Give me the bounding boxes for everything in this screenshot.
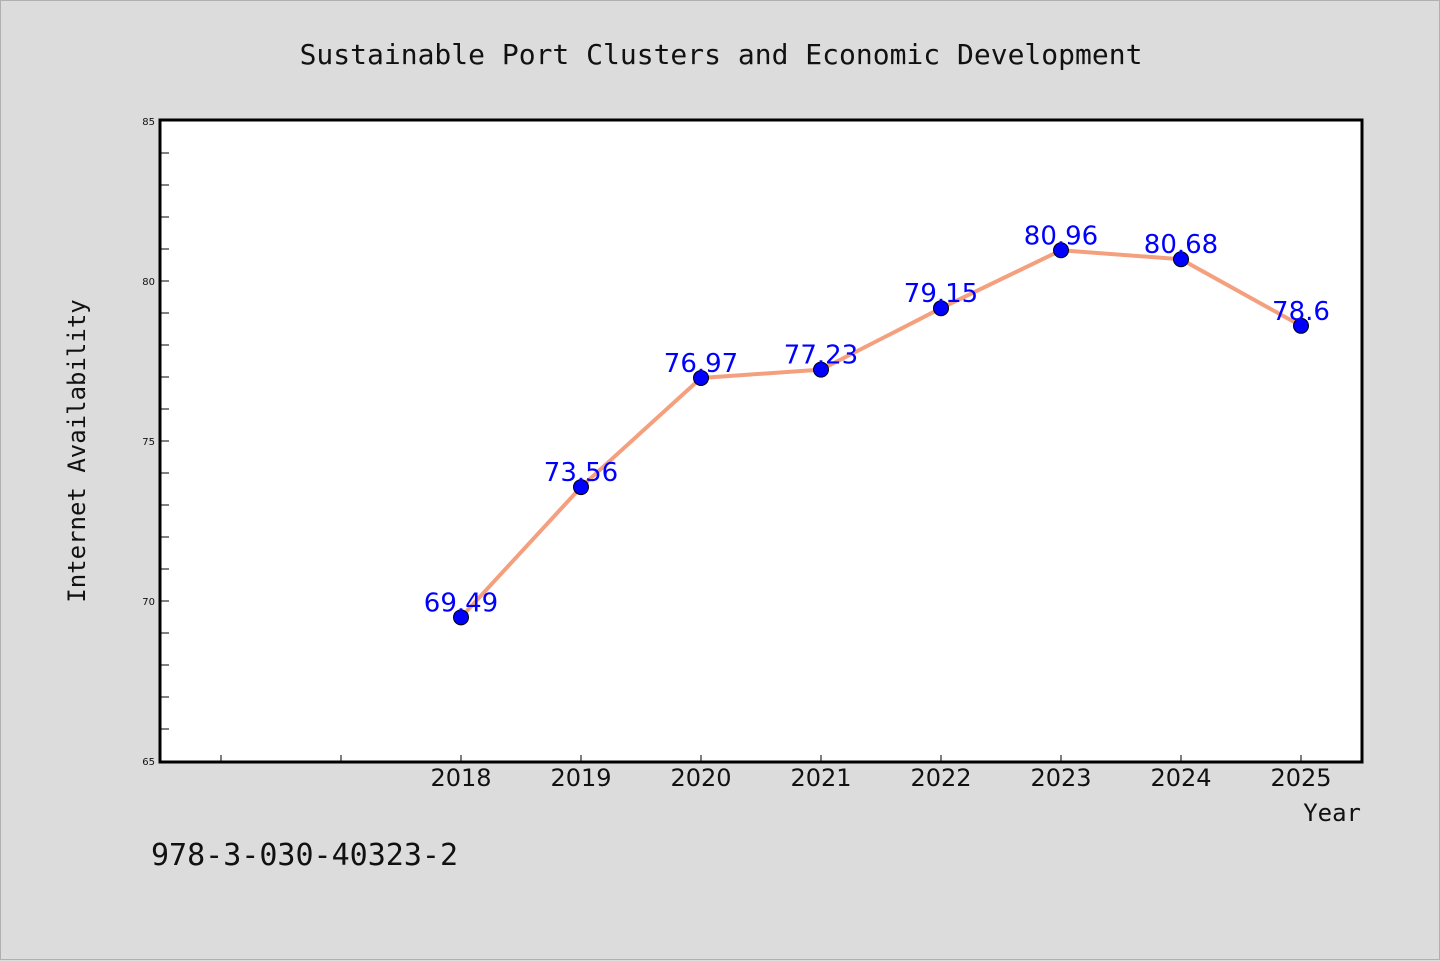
series-layer: 69.49 73.56 76.97 77.23 79.15 80.96 80.68 78.6 — [424, 221, 1330, 626]
x-tick-label: 2022 — [910, 764, 971, 792]
data-label: 80.68 — [1144, 230, 1218, 260]
data-point — [1173, 251, 1189, 268]
data-label: 73.56 — [544, 458, 618, 488]
x-axis-ticks: 2018 2019 2020 2021 2022 2023 2024 2025 — [220, 755, 1332, 792]
y-axis-ticks: 65 70 75 80 85 — [142, 117, 169, 768]
data-point — [933, 300, 949, 317]
data-point — [1053, 242, 1069, 259]
x-tick-label: 2025 — [1270, 764, 1331, 792]
data-point — [453, 609, 469, 626]
plot-area — [158, 118, 1364, 764]
x-tick-label: 2021 — [790, 764, 851, 792]
y-axis-label: Internet Availability — [63, 299, 91, 602]
x-axis-label: Year — [1303, 799, 1361, 827]
data-point — [813, 361, 829, 378]
data-label: 78.6 — [1272, 297, 1330, 327]
data-label: 69.49 — [424, 588, 498, 618]
x-tick-label: 2020 — [670, 764, 731, 792]
data-label: 79.15 — [904, 279, 978, 309]
series-line — [459, 248, 1303, 620]
data-point — [1293, 317, 1309, 334]
data-label: 80.96 — [1024, 221, 1098, 251]
chart-title: Sustainable Port Clusters and Economic D… — [300, 38, 1143, 71]
data-label: 76.97 — [664, 349, 738, 379]
y-tick-label: 85 — [142, 117, 155, 128]
y-tick-label: 80 — [142, 277, 155, 288]
x-tick-label: 2024 — [1150, 764, 1211, 792]
data-label: 77.23 — [784, 341, 858, 371]
y-tick-label: 65 — [142, 757, 155, 768]
data-point — [693, 369, 709, 386]
y-tick-label: 70 — [142, 597, 155, 608]
footer-isbn: 978-3-030-40323-2 — [151, 838, 458, 873]
x-tick-label: 2023 — [1030, 764, 1091, 792]
y-tick-label: 75 — [142, 437, 155, 448]
data-point — [573, 479, 589, 496]
x-tick-label: 2019 — [550, 764, 611, 792]
x-tick-label: 2018 — [430, 764, 491, 792]
